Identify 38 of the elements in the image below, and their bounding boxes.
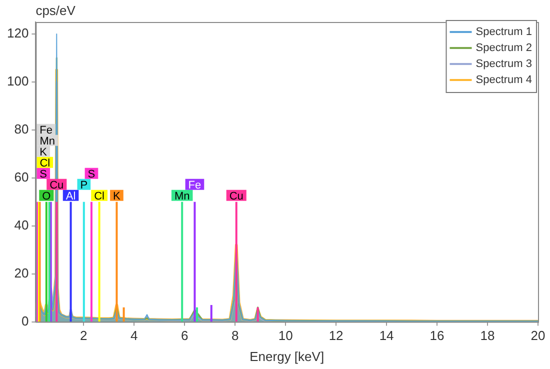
x-tick-label: 12: [328, 328, 344, 344]
y-tick-label: 60: [14, 169, 29, 184]
annotation: Cl: [40, 157, 50, 170]
annotation: S: [40, 168, 48, 180]
x-tick-label: 6: [181, 328, 188, 344]
annotation: Mn: [174, 190, 190, 202]
annotation: Mn: [40, 135, 55, 148]
y-tick-label: 0: [21, 313, 29, 328]
annotation: Fe: [188, 179, 202, 192]
x-tick-label: 16: [430, 328, 444, 344]
y-tick-label: 100: [6, 74, 29, 89]
annotation: Cu: [229, 190, 244, 202]
annotation: O: [42, 190, 52, 202]
x-tick-label: 8: [231, 328, 239, 344]
x-tick-label: 18: [480, 328, 495, 344]
annotation: Cl: [94, 190, 104, 202]
legend-label: Spectrum 2: [476, 42, 532, 54]
y-tick-label: 20: [14, 265, 29, 280]
annotation: Fe: [40, 124, 53, 136]
x-axis-title: Energy [keV]: [250, 348, 324, 364]
annotation: S: [88, 168, 96, 180]
y-tick-label: 40: [14, 217, 29, 232]
legend-label: Spectrum 4: [476, 74, 532, 86]
legend-label: Spectrum 3: [476, 58, 532, 70]
y-tick-label: 120: [6, 26, 29, 41]
annotation: K: [113, 190, 122, 202]
x-tick-label: 4: [130, 328, 138, 344]
y-axis-title: cps/eV: [36, 3, 76, 18]
x-tick-label: 20: [530, 328, 546, 344]
x-tick-label: 10: [278, 328, 293, 344]
annotation: Al: [66, 190, 76, 202]
y-tick-label: 80: [14, 122, 29, 137]
x-tick-label: 14: [379, 328, 394, 344]
annotation: Cu: [50, 179, 64, 192]
legend-label: Spectrum 1: [476, 26, 532, 38]
annotation: P: [80, 179, 88, 192]
x-tick-label: 2: [80, 328, 88, 344]
annotation: K: [40, 146, 48, 158]
